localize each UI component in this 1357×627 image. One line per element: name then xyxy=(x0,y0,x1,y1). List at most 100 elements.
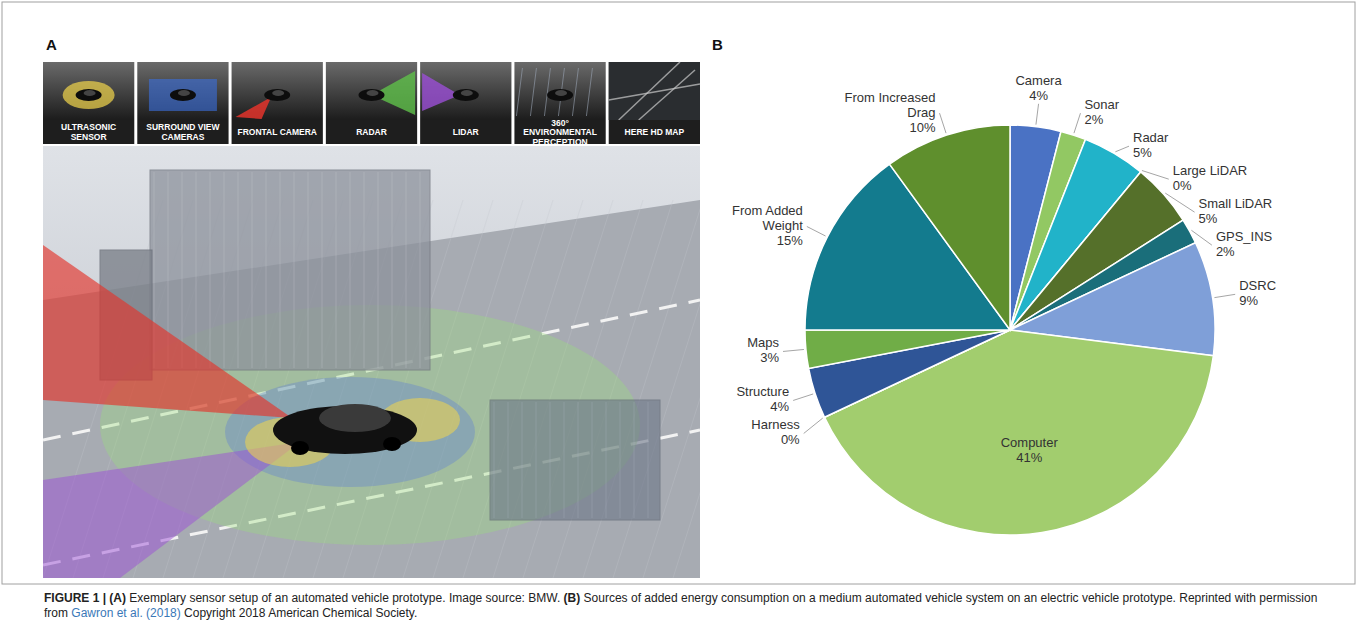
sensor-label-line: PERCEPTION xyxy=(532,137,587,147)
panel-letter: B xyxy=(712,36,723,53)
slice-label: Harness xyxy=(751,417,800,432)
leader-line xyxy=(793,394,813,400)
tile-car-roof xyxy=(84,90,96,96)
tile-map xyxy=(609,62,700,120)
tile-label-band xyxy=(420,120,511,144)
slice-value-label: 2% xyxy=(1216,244,1235,259)
car-wheel xyxy=(383,437,401,451)
tile-background xyxy=(514,62,605,120)
other-car-grid xyxy=(648,402,649,518)
other-car-grid xyxy=(634,402,635,518)
slices xyxy=(805,125,1215,535)
truck-grid xyxy=(252,172,253,368)
tile-label-band xyxy=(137,120,228,144)
other-car-grid xyxy=(494,402,495,518)
other-car-grid xyxy=(592,402,593,518)
pie xyxy=(805,125,1215,535)
tile-label-band xyxy=(232,120,323,144)
tile-background xyxy=(326,62,417,120)
slice-label-line: From Added xyxy=(732,203,803,218)
tile-label-band xyxy=(43,120,134,144)
car-wheel xyxy=(291,441,309,455)
slice-label-line: DSRC xyxy=(1239,278,1276,293)
slice-label: From IncreasedDrag xyxy=(844,90,935,120)
panel-a: ULTRASONICSENSOR SURROUND VIEWCAMERAS FRON… xyxy=(43,62,853,578)
slice-label-line: Radar xyxy=(1133,130,1169,145)
slice-label: Maps xyxy=(747,335,779,350)
slice-label: Small LiDAR xyxy=(1199,196,1273,211)
caption-bold: FIGURE 1 | (A) xyxy=(44,591,126,605)
truck-grid xyxy=(378,172,379,368)
truck-grid xyxy=(406,172,407,368)
slice-label: GPS_INS xyxy=(1216,229,1273,244)
slice-label: From AddedWeight xyxy=(732,203,803,233)
tile-car xyxy=(170,89,196,101)
other-car-grid xyxy=(522,402,523,518)
slice-label: DSRC xyxy=(1239,278,1276,293)
slice-label-line: Large LiDAR xyxy=(1173,163,1247,178)
sensor-label: SURROUND VIEWCAMERAS xyxy=(146,122,220,142)
truck-grid xyxy=(336,172,337,368)
other-car-grid xyxy=(536,402,537,518)
sensor-label: RADAR xyxy=(356,127,387,137)
slice-label: Computer xyxy=(1001,435,1059,450)
sensor-label-line: RADAR xyxy=(356,127,387,137)
truck-grid xyxy=(420,172,421,368)
sensor-tile: FRONTAL CAMERA xyxy=(232,62,323,144)
slice-value-label: 9% xyxy=(1239,293,1258,308)
road-grid xyxy=(643,200,700,578)
other-car-grid xyxy=(564,402,565,518)
caption-link: Gawron et al. (2018) xyxy=(71,606,180,620)
tile-grid xyxy=(586,68,592,116)
data-labels: Camera4%Sonar2%Radar5%Large LiDAR0%Small… xyxy=(732,73,1276,466)
slice-value-label: 2% xyxy=(1084,112,1103,127)
tile-car-roof xyxy=(272,90,284,96)
tile-car xyxy=(76,89,102,101)
truck-grid xyxy=(308,172,309,368)
tile-car-roof xyxy=(555,90,567,96)
sensor-label-line: SURROUND VIEW xyxy=(146,122,220,132)
tile-road xyxy=(639,70,695,120)
slice-label: Camera xyxy=(1015,73,1062,88)
leader-line xyxy=(940,113,946,133)
tile-sensor xyxy=(149,79,217,111)
slice-value-label: 41% xyxy=(1016,450,1042,465)
slice-value-label: 0% xyxy=(781,432,800,447)
sensor-label: 360°ENVIRONMENTALPERCEPTION xyxy=(523,118,597,147)
slice-label-line: GPS_INS xyxy=(1216,229,1273,244)
sensor-tile: RADAR xyxy=(326,62,417,144)
leader-line xyxy=(783,349,804,351)
slice-value-label: 10% xyxy=(910,120,936,135)
sensor-label-line: CAMERAS xyxy=(161,132,204,142)
slice-label: Radar xyxy=(1133,130,1169,145)
leader-line xyxy=(1191,230,1212,245)
sensor-tile: ULTRASONICSENSOR xyxy=(43,62,134,144)
sensor-tile: SURROUND VIEWCAMERAS xyxy=(137,62,228,144)
leader-line xyxy=(1115,146,1129,152)
sensor-label-line: FRONTAL CAMERA xyxy=(237,127,316,137)
other-car-grid xyxy=(578,402,579,518)
truck-grid xyxy=(280,172,281,368)
tile-road xyxy=(609,84,700,100)
slice-label-line: Camera xyxy=(1015,73,1062,88)
slice-value-label: 5% xyxy=(1199,211,1218,226)
truck-grid xyxy=(350,172,351,368)
car-roof xyxy=(319,404,391,432)
slice-label: Structure xyxy=(736,384,789,399)
caption-bold: (B) xyxy=(564,591,581,605)
truck-grid xyxy=(266,172,267,368)
truck-grid xyxy=(364,172,365,368)
leader-line xyxy=(804,418,823,433)
tile-car-roof xyxy=(178,90,190,96)
tile-sensor xyxy=(63,81,115,109)
other-car-grid xyxy=(620,402,621,518)
slice-value-label: 3% xyxy=(760,350,779,365)
sensor-tile: LIDAR xyxy=(420,62,511,144)
leader-line xyxy=(1036,104,1039,125)
leader-line xyxy=(1214,294,1235,297)
figure-frame xyxy=(2,2,1355,584)
sensor-label: ULTRASONICSENSOR xyxy=(61,122,116,142)
truck-grid xyxy=(182,172,183,368)
ego-car xyxy=(273,404,417,455)
tile-background xyxy=(232,62,323,120)
